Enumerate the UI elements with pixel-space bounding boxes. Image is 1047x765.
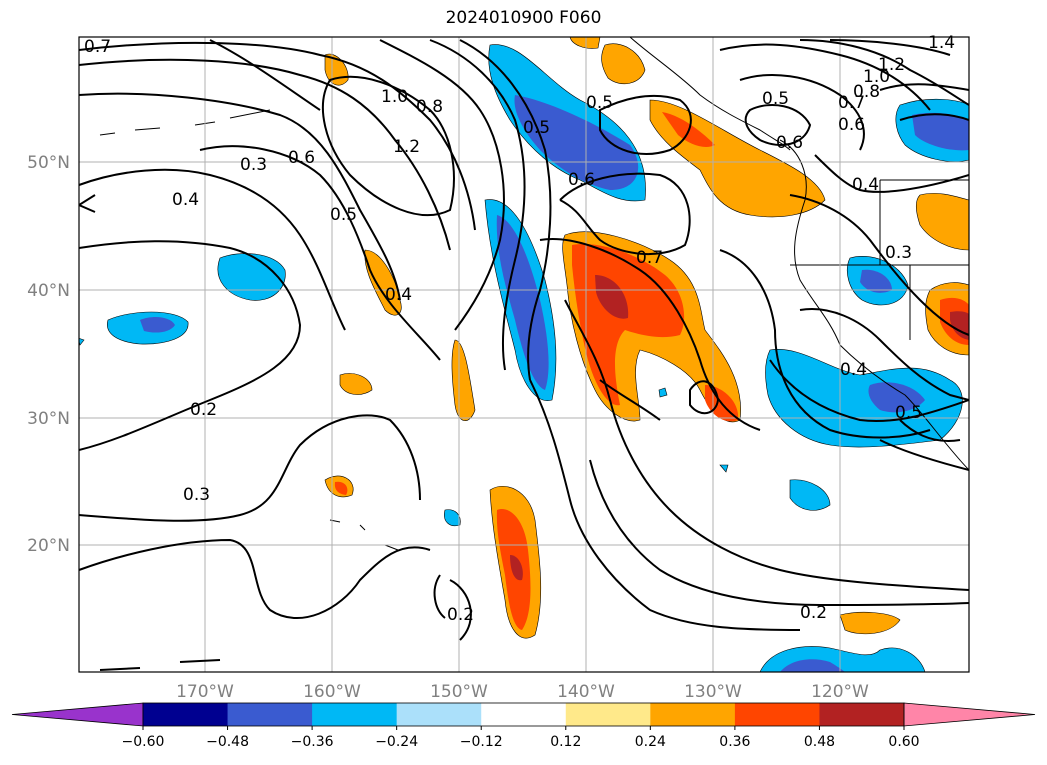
contour-label: 1.4 <box>928 33 955 53</box>
colorbar-tick-label: −0.24 <box>375 734 418 750</box>
contour-label: 0.4 <box>852 175 879 195</box>
lon-label: 150°W <box>430 682 488 702</box>
colorbar-tick-label: −0.48 <box>206 734 249 750</box>
contour-label: 1.0 <box>381 87 408 107</box>
contour-label: 0.2 <box>190 400 217 420</box>
contour-label: 0.7 <box>636 248 663 268</box>
map-title: 2024010900 F060 <box>445 8 602 28</box>
contour-label: 0.8 <box>416 97 443 117</box>
lat-label: 20°N <box>27 536 70 556</box>
lon-label: 130°W <box>684 682 742 702</box>
contour-label: 0.6 <box>838 115 865 135</box>
map-frame <box>78 36 970 673</box>
contour-label: 0.6 <box>776 133 803 153</box>
lat-label: 40°N <box>27 281 70 301</box>
colorbar-tick-label: 0.24 <box>635 734 666 750</box>
colorbar-extend-low <box>11 702 144 727</box>
contour-label: 0.2 <box>447 605 474 625</box>
colorbar-box <box>312 703 398 726</box>
colorbar-box <box>565 703 651 726</box>
longitude-labels: 170°W 160°W 150°W 140°W 130°W 120°W <box>176 682 869 702</box>
lon-label: 170°W <box>176 682 234 702</box>
contour-label: 0.7 <box>838 93 865 113</box>
colorbar-tick-label: 0.60 <box>888 734 919 750</box>
contour-label: 0.3 <box>183 485 210 505</box>
contour-label: 0.5 <box>586 93 613 113</box>
contour-label: 1.2 <box>393 137 420 157</box>
contour-label-group: 0.7 1.4 1.0 0.8 1.2 0.5 0.5 1.0 0.8 1.2 … <box>84 33 955 625</box>
lon-label: 160°W <box>303 682 361 702</box>
contour-label: 0.7 <box>84 37 111 57</box>
colorbar-box <box>227 703 313 726</box>
lon-label: 120°W <box>811 682 869 702</box>
colorbar-tick-label: 0.12 <box>550 734 581 750</box>
lon-label: 140°W <box>557 682 615 702</box>
colorbar-box <box>481 703 567 726</box>
contour-label: 0.5 <box>895 403 922 423</box>
colorbar-box <box>143 703 229 726</box>
contour-label: 0.3 <box>240 155 267 175</box>
lat-label: 30°N <box>27 409 70 429</box>
contour-label: 0.4 <box>840 360 867 380</box>
contour-label: 0.2 <box>800 603 827 623</box>
contour-label: 0.5 <box>523 118 550 138</box>
contour-label: 0.5 <box>330 205 357 225</box>
colorbar-tick-label: −0.60 <box>122 734 165 750</box>
colorbar: −0.60 −0.48 −0.36 −0.24 −0.12 0.12 0.24 0.36 0.4… <box>11 702 1036 750</box>
colorbar-box <box>650 703 736 726</box>
contour-label: 0.6 <box>288 148 315 168</box>
contour-label: 1.0 <box>863 67 890 87</box>
graticule <box>79 37 969 672</box>
colorbar-box <box>734 703 820 726</box>
contour-label: 0.4 <box>172 190 199 210</box>
colorbar-tick-label: 0.48 <box>804 734 835 750</box>
colorbar-border <box>142 702 905 727</box>
colorbar-tick-label: −0.12 <box>460 734 503 750</box>
contour-label: 0.3 <box>885 243 912 263</box>
colorbar-tick-label: −0.36 <box>291 734 334 750</box>
colorbar-box <box>819 703 905 726</box>
contour-label: 1.2 <box>878 55 905 75</box>
contour-label: 0.8 <box>853 82 880 102</box>
coastlines <box>99 37 969 551</box>
lat-label: 50°N <box>27 153 70 173</box>
latitude-labels: 50°N 40°N 30°N 20°N <box>27 153 70 556</box>
contour-label: 0.5 <box>762 89 789 109</box>
contour-label: 0.4 <box>385 285 412 305</box>
colorbar-box <box>396 703 482 726</box>
height-contours <box>79 39 969 671</box>
contour-label: 0.6 <box>568 170 595 190</box>
colorbar-tick-label: 0.36 <box>719 734 750 750</box>
colorbar-extend-high <box>903 702 1036 727</box>
